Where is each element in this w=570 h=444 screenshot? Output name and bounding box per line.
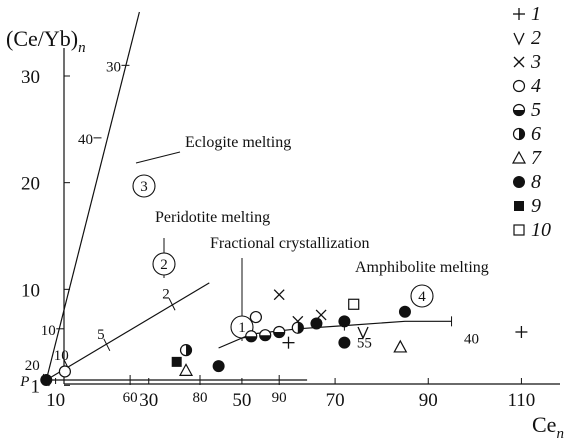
legend-label-8: 8 [531,171,541,193]
series-2-point-0 [357,326,369,340]
p-label: P [19,374,29,390]
peridotite-tick-3 [168,298,176,311]
legend-marker-7 [511,150,527,164]
series-4-point-0 [58,365,72,378]
y-axis-label-main: (Ce/Yb) [6,26,78,51]
fractional-tick-label-1: 80 [192,390,207,406]
series-10-point-0 [348,298,360,310]
eclogite-tick-label-2: 30 [106,59,121,75]
fractional-label: Fractional crystallization [210,235,370,252]
y-tick-label-1: 10 [21,280,40,301]
peridotite-tick-label-1: 10 [54,348,69,364]
amphibolite-tick-label-0: 55 [357,336,372,352]
series-4-point-1 [249,310,262,324]
series-8-point-1 [212,360,225,373]
x-axis-label-main: Ce [532,412,556,437]
eclogite-curve: 10 40 30 3 Eclogite melting [41,11,291,381]
series-1-point-1 [515,326,528,338]
peridotite-tick-2 [103,338,111,352]
peridotite-tick-label-0: 20 [25,358,40,374]
peridotite-tick-label-3: 2 [162,286,170,302]
legend-label-2: 2 [531,27,541,49]
series-8-point-4 [338,336,351,349]
model-curves: 10 40 30 3 Eclogite melting 20 10 5 2 2 Peridotite… [19,11,489,406]
eclogite-tick-label-1: 40 [78,132,93,148]
legend-label-7: 7 [531,147,542,169]
legend-label-10: 10 [531,219,551,241]
series-5-point-1 [259,329,272,342]
legend-label-6: 6 [531,123,541,145]
series-8-point-5 [398,305,411,318]
amphibolite-number: 4 [418,289,426,305]
peridotite-number: 2 [160,257,168,273]
series-8-point-2 [310,317,323,330]
x-tick-label-2: 50 [232,390,251,411]
amphibolite-label: Amphibolite melting [355,259,489,276]
peridotite-number-circle [152,252,176,276]
legend-marker-4 [512,79,526,93]
amphibolite-tick-label-1: 40 [464,331,479,347]
legend-label-3: 3 [530,51,541,73]
legend-marker-1 [513,8,525,20]
legend-label-4: 4 [531,75,541,97]
legend-marker-6 [512,127,526,141]
legend-marker-5 [512,103,526,117]
series-8-point-3 [338,315,351,328]
peridotite-line [45,282,210,381]
x-axis-label-subscript: n [556,426,564,442]
series-3-point-0 [273,289,285,301]
eclogite-number: 3 [140,179,148,195]
series-7-point-0 [179,363,194,376]
series-6-point-1 [291,321,304,334]
data-points [40,289,528,386]
legend-marker-8 [513,176,525,188]
legend-label-1: 1 [531,3,541,25]
fractional-number: 1 [238,320,246,336]
series-8-point-0 [40,374,53,386]
series-5-point-0 [245,330,258,343]
fractional-tick-label-0: 60 [123,390,138,406]
legend-marker-3 [513,56,525,68]
x-tick-label-4: 90 [419,390,438,411]
eclogite-leader [135,151,181,164]
legend-marker-9 [514,201,524,211]
legend-label-9: 9 [531,195,541,217]
x-tick-label-5: 110 [508,390,536,411]
eclogite-label: Eclogite melting [185,134,291,151]
legend-label-5: 5 [531,99,541,121]
amphibolite-number-circle [410,284,434,308]
x-tick-label-3: 70 [326,390,345,411]
fractional-tick-label-2: 90 [272,390,287,406]
y-axis-label-subscript: n [78,40,86,56]
legend-marker-2 [513,32,525,46]
x-axis-label: Cen [532,412,564,442]
x-tick-label-0: 10 [46,390,65,411]
series-9-point-0 [171,356,182,367]
y-tick-label-2: 20 [21,174,40,195]
series-5-point-2 [273,325,286,339]
y-tick-label-0: 1 [31,376,41,397]
legend-marker-10 [513,224,525,236]
eclogite-tick-label-0: 10 [41,323,56,339]
x-tick-label-1: 30 [139,390,158,411]
series-6-point-0 [179,344,193,357]
series-1-point-0 [282,336,295,349]
eclogite-number-circle [132,174,156,198]
y-tick-label-3: 30 [21,67,40,88]
peridotite-tick-label-2: 5 [97,327,105,343]
axes [63,48,560,385]
peridotite-label: Peridotite melting [155,209,270,226]
y-axis-label: (Ce/Yb)n [6,26,86,56]
series-7-point-1 [393,339,408,353]
eclogite-line [45,11,140,381]
